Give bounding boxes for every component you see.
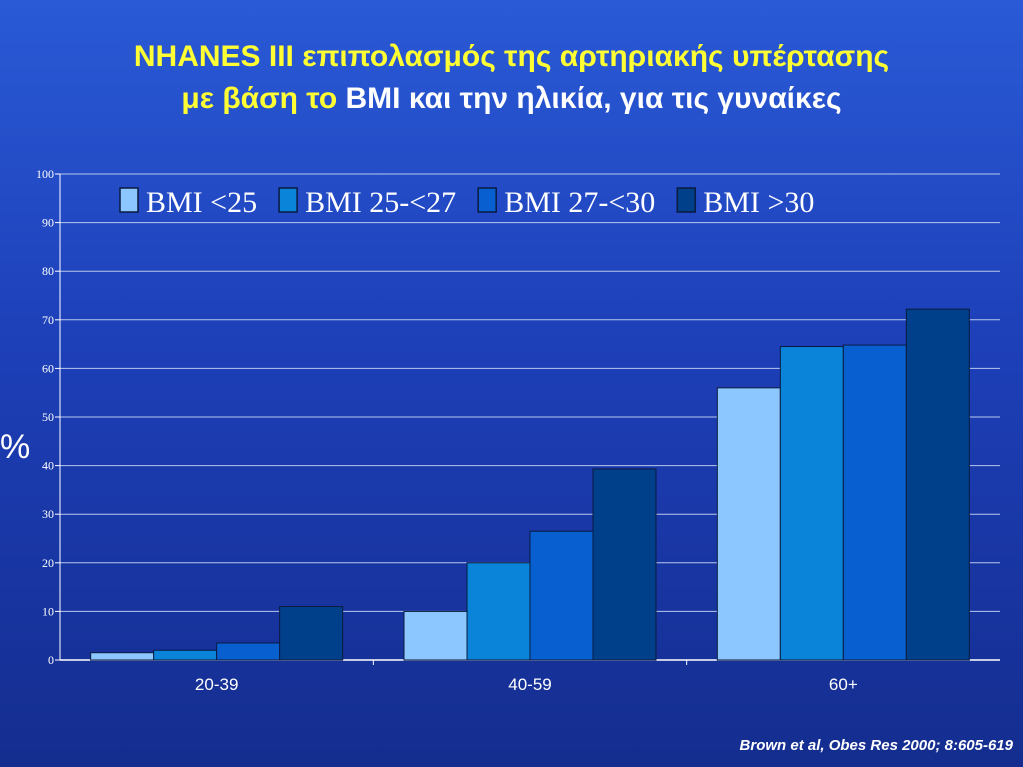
legend-swatch — [278, 187, 298, 213]
title-line-2-part-1: με βάση το — [181, 82, 338, 115]
bar-chart: 0 10 20 30 40 50 60 70 80 90 100 20-39 40-59 60+ BMI <… — [36, 167, 1000, 694]
y-tick-label: 0 — [48, 653, 54, 667]
bar — [716, 387, 781, 661]
x-tick-label: 60+ — [829, 675, 858, 694]
legend-swatch — [477, 187, 497, 213]
y-tick-label: 40 — [42, 459, 54, 473]
title-line-2: με βάση το BMI και την ηλικία, για τις γ… — [0, 78, 1023, 120]
title-line-1: NHANES III επιπολασμός της αρτηριακής υπ… — [0, 36, 1023, 78]
bar — [779, 346, 844, 661]
bar — [842, 344, 907, 661]
y-axis-unit-label: % — [0, 428, 31, 466]
y-tick-label: 70 — [42, 313, 54, 327]
bar — [216, 642, 281, 661]
bar — [466, 562, 531, 661]
citation: Brown et al, Obes Res 2000; 8:605-619 — [739, 737, 1013, 754]
y-tick-label: 60 — [42, 361, 54, 375]
legend-label: BMI <25 — [146, 186, 257, 219]
bar — [403, 610, 468, 661]
x-tick-label: 20-39 — [195, 675, 238, 694]
y-tick-label: 80 — [42, 264, 54, 278]
title-line-1-text: NHANES III επιπολασμός της αρτηριακής υπ… — [133, 40, 890, 73]
bar — [279, 606, 344, 661]
legend-swatch — [676, 187, 697, 213]
y-tick-label: 50 — [42, 410, 54, 424]
legend-label: BMI >30 — [703, 186, 814, 219]
bar — [592, 468, 657, 661]
bar — [153, 649, 218, 661]
y-tick-label: 30 — [42, 507, 54, 521]
y-tick-label: 90 — [42, 216, 54, 230]
y-tick-label: 100 — [36, 167, 54, 181]
legend-label: BMI 27-<30 — [504, 186, 655, 219]
y-tick-label: 10 — [42, 604, 54, 618]
page-title: NHANES III επιπολασμός της αρτηριακής υπ… — [0, 36, 1023, 120]
legend-swatch — [119, 187, 139, 213]
title-line-2-part-2: BMI και την ηλικία, για τις γυναίκες — [337, 82, 842, 115]
bar — [905, 308, 970, 661]
legend-label: BMI 25-<27 — [305, 186, 456, 219]
y-tick-label: 20 — [42, 556, 54, 570]
bar — [90, 652, 155, 661]
bar — [529, 530, 594, 661]
x-tick-label: 40-59 — [508, 675, 551, 694]
